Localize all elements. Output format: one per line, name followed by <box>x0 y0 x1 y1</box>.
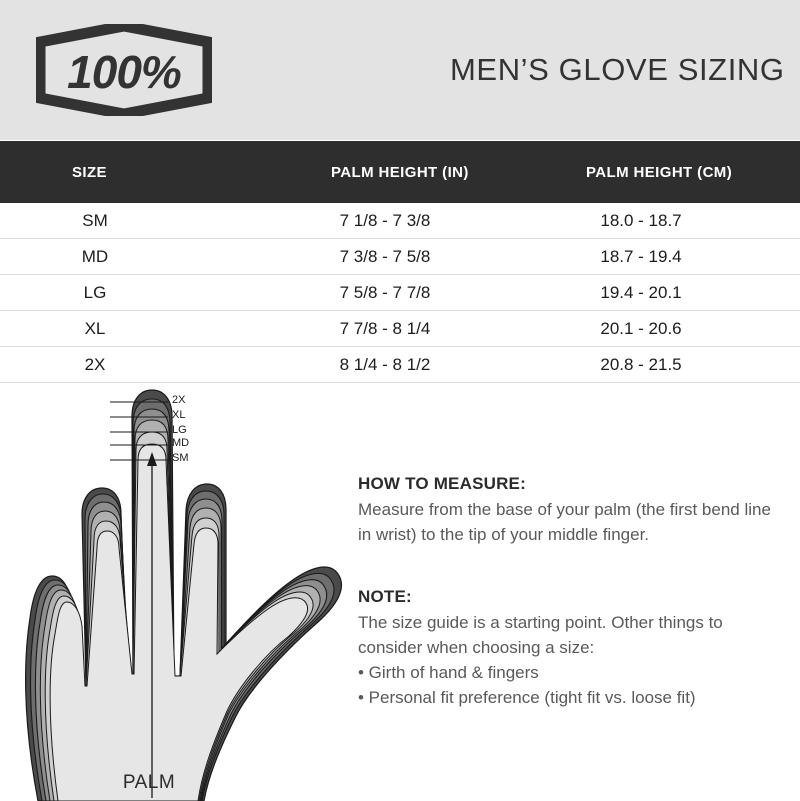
section-spacer <box>358 547 778 587</box>
brand-logo-100-percent: 100% <box>34 20 214 120</box>
note-heading: NOTE: <box>358 587 412 606</box>
page-title: MEN’S GLOVE SIZING <box>450 52 785 87</box>
hand-diagram: 2X XL LG MD SM <box>0 386 360 801</box>
table-row: SM 7 1/8 - 7 3/8 18.0 - 18.7 <box>0 203 800 239</box>
how-to-measure-heading: HOW TO MEASURE: <box>358 474 526 493</box>
column-header-palm-height-in: PALM HEIGHT (IN) <box>331 163 469 181</box>
size-callout-lg: LG <box>172 424 187 436</box>
table-row: XL 7 7/8 - 8 1/4 20.1 - 20.6 <box>0 311 800 347</box>
measurement-arrow <box>147 452 157 798</box>
cell-palm-in: 8 1/4 - 8 1/2 <box>339 354 431 374</box>
list-item: • Girth of hand & fingers <box>358 663 539 682</box>
table-header-row: SIZE PALM HEIGHT (IN) PALM HEIGHT (CM) <box>0 141 800 203</box>
column-header-size: SIZE <box>72 163 107 181</box>
how-to-measure-text: Measure from the base of your palm (the … <box>358 500 771 544</box>
table-row: MD 7 3/8 - 7 5/8 18.7 - 19.4 <box>0 239 800 275</box>
cell-size: SM <box>82 210 108 230</box>
svg-text:100%: 100% <box>67 46 181 98</box>
size-callout-2x: 2X <box>172 394 186 406</box>
note-bullet-list: • Girth of hand & fingers • Personal fit… <box>358 660 778 710</box>
cell-palm-cm: 19.4 - 20.1 <box>600 282 682 302</box>
column-header-palm-height-cm: PALM HEIGHT (CM) <box>586 163 733 181</box>
size-callout-md: MD <box>172 437 190 449</box>
cell-size: XL <box>84 318 106 338</box>
header-banner: 100% MEN’S GLOVE SIZING <box>0 0 800 140</box>
table-row: 2X 8 1/4 - 8 1/2 20.8 - 21.5 <box>0 347 800 383</box>
cell-palm-cm: 20.1 - 20.6 <box>600 318 682 338</box>
note-text: The size guide is a starting point. Othe… <box>358 613 723 657</box>
cell-palm-cm: 20.8 - 21.5 <box>600 354 682 374</box>
cell-size: LG <box>83 282 107 302</box>
list-item: • Personal fit preference (tight fit vs.… <box>358 688 696 707</box>
size-callout-xl: XL <box>172 409 186 421</box>
palm-label: PALM <box>122 772 176 793</box>
cell-palm-cm: 18.7 - 19.4 <box>600 246 682 266</box>
logo-hexagon-icon: 100% <box>34 20 214 120</box>
size-callout-leader-lines <box>110 401 168 461</box>
table-row: LG 7 5/8 - 7 7/8 19.4 - 20.1 <box>0 275 800 311</box>
size-callout-sm: SM <box>172 452 189 464</box>
instructions-panel: HOW TO MEASURE: Measure from the base of… <box>358 474 778 710</box>
cell-size: 2X <box>84 354 106 374</box>
cell-palm-in: 7 1/8 - 7 3/8 <box>339 210 431 230</box>
cell-size: MD <box>81 246 109 266</box>
cell-palm-in: 7 5/8 - 7 7/8 <box>339 282 431 302</box>
cell-palm-in: 7 3/8 - 7 5/8 <box>339 246 431 266</box>
hand-illustration-svg <box>24 389 343 801</box>
cell-palm-in: 7 7/8 - 8 1/4 <box>339 318 431 338</box>
cell-palm-cm: 18.0 - 18.7 <box>600 210 682 230</box>
size-table-body: SM 7 1/8 - 7 3/8 18.0 - 18.7 MD 7 3/8 - … <box>0 203 800 383</box>
